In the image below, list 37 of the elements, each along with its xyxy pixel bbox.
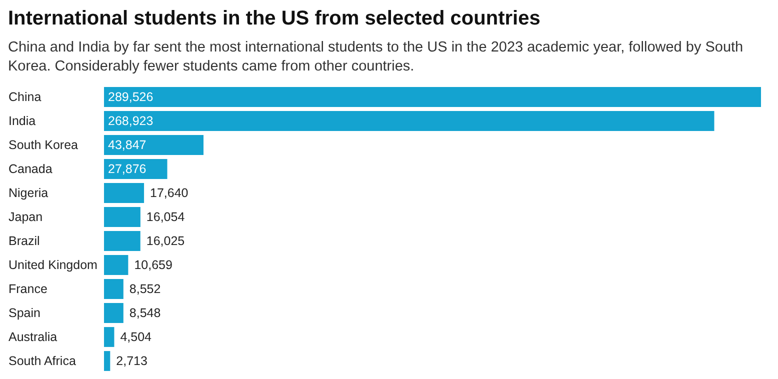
data-label: 16,025 bbox=[146, 234, 185, 248]
data-label: 16,054 bbox=[146, 210, 185, 224]
y-tick-label: Canada bbox=[8, 162, 52, 176]
y-tick-label: South Africa bbox=[8, 354, 76, 368]
y-tick-label: Australia bbox=[8, 330, 58, 344]
y-tick-label: Japan bbox=[8, 210, 43, 224]
y-tick-label: South Korea bbox=[8, 138, 78, 152]
bar bbox=[104, 135, 204, 155]
data-label: 43,847 bbox=[108, 138, 146, 152]
data-label: 8,548 bbox=[129, 306, 161, 320]
bar bbox=[104, 303, 124, 323]
data-label: 289,526 bbox=[108, 90, 154, 104]
data-label: 8,552 bbox=[129, 282, 161, 296]
data-label: 10,659 bbox=[134, 258, 172, 272]
bar bbox=[104, 255, 128, 275]
data-label: 2,713 bbox=[116, 354, 148, 368]
bar bbox=[104, 87, 761, 107]
bar bbox=[104, 351, 110, 371]
bar bbox=[104, 111, 714, 131]
data-label: 27,876 bbox=[108, 162, 146, 176]
y-tick-label: France bbox=[8, 282, 48, 296]
chart-subtitle: China and India by far sent the most international students to the US in the 2023 academic year, followed by South Korea. Considerably fewer students came from other countries. bbox=[8, 40, 744, 74]
y-tick-label: Spain bbox=[8, 306, 41, 320]
bar bbox=[104, 207, 140, 227]
data-label: 4,504 bbox=[120, 330, 152, 344]
y-tick-label: India bbox=[8, 114, 36, 128]
chart-title: International students in the US from selected countries bbox=[8, 8, 540, 30]
bar bbox=[104, 279, 124, 299]
bar bbox=[104, 231, 140, 251]
y-tick-label: Nigeria bbox=[8, 186, 48, 200]
bar bbox=[104, 327, 114, 347]
y-tick-label: China bbox=[8, 90, 42, 104]
data-label: 268,923 bbox=[108, 114, 154, 128]
y-tick-label: Brazil bbox=[8, 234, 40, 248]
data-label: 17,640 bbox=[150, 186, 188, 200]
y-tick-label: United Kingdom bbox=[8, 258, 98, 272]
bar bbox=[104, 183, 144, 203]
